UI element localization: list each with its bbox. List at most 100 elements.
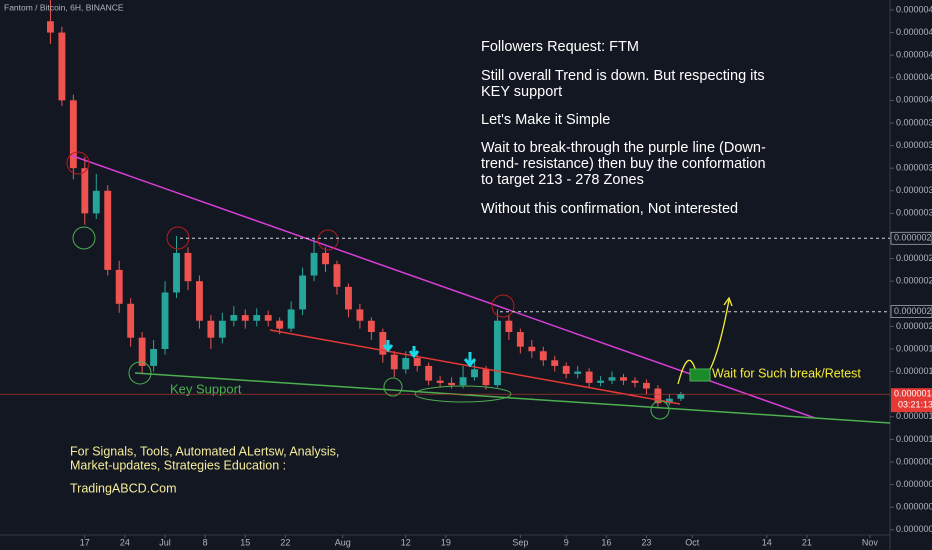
candle-body <box>643 382 650 389</box>
candle-body <box>631 380 639 383</box>
level-tag <box>890 305 932 318</box>
candle-body <box>356 309 364 321</box>
cyan-arrow <box>408 346 420 359</box>
y-tick-label: 0.00000160 <box>896 366 932 376</box>
y-tick-label: 0.00000300 <box>896 208 932 218</box>
green-circle <box>383 377 403 397</box>
candle-body <box>195 281 203 321</box>
candle-body <box>218 320 226 338</box>
note: KEY support <box>481 84 562 100</box>
candle-body <box>173 252 180 293</box>
level-label: 0.00000278 <box>894 233 932 243</box>
candle-body <box>367 320 375 333</box>
candle-body <box>333 264 341 287</box>
candle-body <box>436 380 444 383</box>
x-tick-label: 16 <box>601 537 611 547</box>
x-tick-label: 14 <box>762 537 772 547</box>
y-tick-label: 0.00000020 <box>896 524 932 534</box>
green-circle <box>72 226 96 250</box>
candle-body <box>516 332 524 347</box>
candle-body <box>459 377 467 386</box>
y-tick-label: 0.00000320 <box>896 185 932 195</box>
candle-body <box>665 398 673 404</box>
candle-body <box>551 360 559 366</box>
note: Without this confirmation, Not intereste… <box>481 201 738 217</box>
promo: Market-updates, Strategies Education : <box>70 458 286 472</box>
y-tick-label: 0.00000480 <box>896 4 932 14</box>
y-tick-label: 0.00000240 <box>896 276 932 286</box>
candle-body <box>207 320 215 338</box>
candle-body <box>574 371 582 374</box>
candle-body <box>620 377 627 381</box>
x-tick-label: 21 <box>802 537 812 547</box>
x-tick-label: Nov <box>862 537 879 547</box>
y-tick-label: 0.00000400 <box>896 95 932 105</box>
candle-body <box>425 365 433 381</box>
promo: TradingABCD.Com <box>70 481 177 495</box>
y-tick-label: 0.00000040 <box>896 502 932 512</box>
x-tick-label: 19 <box>441 537 451 547</box>
y-tick-label: 0.00000460 <box>896 27 932 37</box>
candle-body <box>413 358 421 366</box>
x-tick-label: 9 <box>564 537 569 547</box>
y-tick-label: 0.00000180 <box>896 343 932 353</box>
x-tick-label: Jul <box>159 537 171 547</box>
countdown: 03:21:13 <box>898 400 932 410</box>
note: Let's Make it Simple <box>481 112 610 128</box>
level-tag <box>890 231 932 245</box>
x-tick-label: 12 <box>401 537 411 547</box>
candle-body <box>241 315 249 321</box>
drawings <box>66 151 891 424</box>
candle-body <box>299 275 307 310</box>
candle-body <box>471 369 478 378</box>
x-tick-label: 23 <box>641 537 651 547</box>
candle-body <box>150 348 158 366</box>
green-circle <box>650 400 670 420</box>
candle-body <box>81 168 89 214</box>
y-tick-label: 0.00000080 <box>896 456 932 466</box>
candle-body <box>528 346 536 352</box>
candle-body <box>322 252 329 265</box>
candle-body <box>138 337 146 366</box>
candle-body <box>390 354 398 370</box>
candle-body <box>253 315 261 321</box>
red-circle <box>491 294 515 318</box>
note: trend- resistance) then buy the conforma… <box>481 156 766 172</box>
last-price-tag <box>891 388 932 413</box>
y-tick-label: 0.00000120 <box>896 411 932 421</box>
x-tick-label: Oct <box>685 537 700 547</box>
y-tick-label: 0.00000340 <box>896 163 932 173</box>
candle-body <box>276 320 284 329</box>
x-tick-label: 17 <box>80 537 90 547</box>
candle-body <box>287 309 295 329</box>
candle-body <box>264 315 272 321</box>
note: Wait to break-through the purple line (D… <box>481 140 766 156</box>
x-tick-label: 15 <box>240 537 250 547</box>
note: Followers Request: FTM <box>481 39 639 55</box>
candle-body <box>505 320 513 333</box>
candle-body <box>69 100 77 169</box>
note: Still overall Trend is down. But respect… <box>481 68 765 84</box>
green-circle <box>128 361 152 385</box>
y-tick-label: 0.00000420 <box>896 72 932 82</box>
y-tick-label: 0.00000260 <box>896 253 932 263</box>
promo: For Signals, Tools, Automated ALertsw, A… <box>70 444 339 458</box>
candle-body <box>344 286 352 310</box>
cyan-arrow <box>463 352 477 368</box>
candle-body <box>310 252 318 276</box>
x-tick-label: Sep <box>512 537 528 547</box>
key-support-label: Key Support <box>170 381 242 396</box>
y-tick-label: 0.00000360 <box>896 140 932 150</box>
yellow-arrowhead <box>723 296 733 307</box>
level-label: 0.00000213 <box>894 306 932 316</box>
candle-body <box>115 269 123 304</box>
candle-body <box>448 382 456 386</box>
chart-title: Fantom / Bitcoin, 6H, BINANCE <box>4 2 124 12</box>
candle-body <box>161 292 169 349</box>
red-circle <box>66 151 90 175</box>
candle-body <box>46 21 54 33</box>
notes: Followers Request: FTM Still overall Tre… <box>481 39 766 217</box>
cyan-arrow <box>382 340 394 353</box>
candle-body <box>402 358 410 370</box>
red-trendline <box>269 329 681 405</box>
